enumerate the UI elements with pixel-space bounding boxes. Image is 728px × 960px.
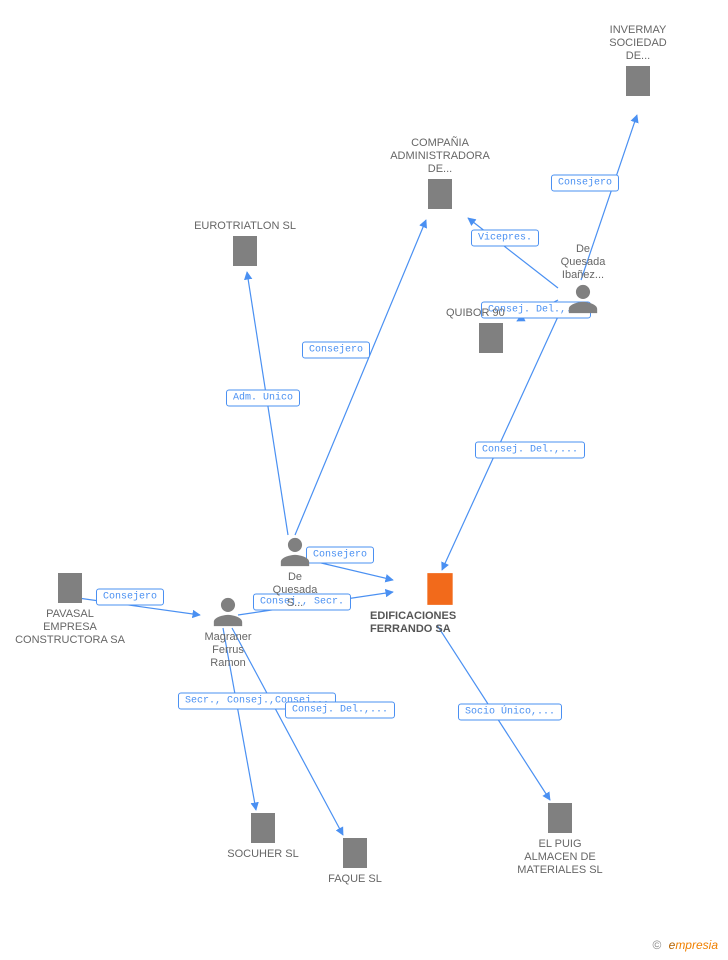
node-quesada-s[interactable]: De Quesada S... (260, 535, 330, 610)
edge-label: Vicepres. (471, 230, 539, 247)
building-icon (337, 835, 373, 871)
node-eurotriatlon[interactable]: EUROTRIATLON SL (180, 218, 310, 269)
node-label: EL PUIG ALMACEN DE MATERIALES SL (500, 838, 620, 877)
building-icon (52, 570, 88, 606)
node-compania[interactable]: COMPAÑIA ADMINISTRADORA DE... (370, 135, 510, 212)
copyright-symbol: © (652, 938, 661, 952)
node-quibor[interactable]: QUIBOR 90 (446, 305, 536, 356)
node-label: COMPAÑIA ADMINISTRADORA DE... (370, 137, 510, 176)
person-icon (278, 535, 312, 569)
watermark: © empresia (652, 938, 718, 952)
node-label: INVERMAY SOCIEDAD DE... (588, 24, 688, 63)
edge-label: Adm. Unico (226, 390, 300, 407)
brand-name: empresia (669, 938, 718, 952)
network-diagram: Adm. Unico Consejero Consejero Consej., … (0, 0, 728, 960)
node-label: De Quesada S... (260, 571, 330, 610)
edge-label: Consej. Del.,... (475, 442, 585, 459)
edge-label: Consejero (302, 342, 370, 359)
edge-label: Consej. Del.,... (285, 702, 395, 719)
edge-label: Consejero (551, 175, 619, 192)
edge-label: Socio Único,... (458, 704, 562, 721)
node-label: De Quesada Ibañez... (538, 243, 628, 282)
building-icon (422, 176, 458, 212)
node-magraner[interactable]: Magraner Ferrus Ramon (188, 595, 268, 670)
node-pavasal[interactable]: PAVASAL EMPRESA CONSTRUCTORA SA (10, 570, 130, 647)
node-label: EDIFICACIONES FERRANDO SA (370, 610, 510, 636)
building-icon (421, 570, 459, 608)
node-label: Magraner Ferrus Ramon (188, 631, 268, 670)
person-icon (211, 595, 245, 629)
building-icon (473, 320, 509, 356)
node-invermay[interactable]: INVERMAY SOCIEDAD DE... (588, 22, 688, 99)
node-elpuig[interactable]: EL PUIG ALMACEN DE MATERIALES SL (500, 800, 620, 877)
building-icon (620, 63, 656, 99)
building-icon (245, 810, 281, 846)
node-label: QUIBOR 90 (446, 307, 536, 320)
node-label: FAQUE SL (315, 873, 395, 886)
node-label: PAVASAL EMPRESA CONSTRUCTORA SA (10, 608, 130, 647)
node-socuher[interactable]: SOCUHER SL (218, 810, 308, 861)
person-icon (566, 282, 600, 316)
node-edificaciones[interactable]: EDIFICACIONES FERRANDO SA (370, 570, 510, 636)
node-quesada-ibanez[interactable]: De Quesada Ibañez... (538, 241, 628, 316)
building-icon (542, 800, 578, 836)
building-icon (227, 233, 263, 269)
edge (295, 220, 426, 535)
node-faque[interactable]: FAQUE SL (315, 835, 395, 886)
node-label: SOCUHER SL (218, 848, 308, 861)
node-label: EUROTRIATLON SL (180, 220, 310, 233)
